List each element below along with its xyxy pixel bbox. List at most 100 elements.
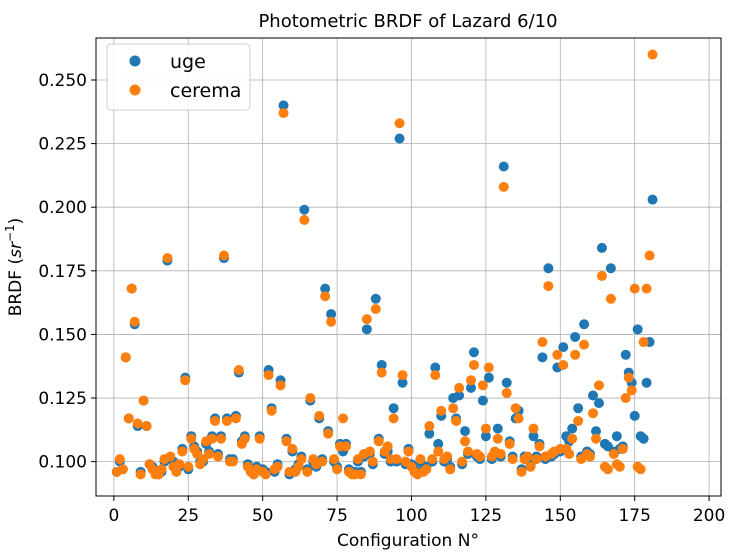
data-point-cerema	[591, 433, 601, 444]
y-tick-label: 0.150	[38, 325, 87, 345]
data-point-cerema	[415, 454, 426, 465]
data-point-cerema	[629, 283, 640, 294]
data-point-uge	[492, 423, 503, 434]
data-point-uge	[320, 283, 331, 294]
x-tick-label: 125	[470, 506, 502, 526]
data-point-cerema	[495, 449, 506, 460]
data-point-uge	[528, 431, 539, 442]
data-point-cerema	[263, 370, 274, 381]
data-point-cerema	[129, 316, 140, 327]
y-tick-label: 0.175	[38, 262, 87, 282]
data-point-cerema	[451, 415, 462, 426]
data-point-cerema	[135, 469, 146, 480]
data-series	[111, 49, 658, 480]
data-point-cerema	[457, 456, 468, 467]
data-point-cerema	[326, 316, 337, 327]
data-point-cerema	[498, 181, 509, 192]
data-point-cerema	[323, 428, 334, 439]
data-point-uge	[641, 377, 652, 388]
data-point-cerema	[296, 454, 307, 465]
data-point-cerema	[531, 454, 542, 465]
data-point-uge	[468, 347, 479, 358]
data-point-cerema	[221, 415, 232, 426]
data-point-uge	[543, 263, 554, 274]
data-point-cerema	[421, 464, 432, 475]
data-point-cerema	[204, 449, 215, 460]
data-point-cerema	[567, 433, 578, 444]
data-point-cerema	[602, 464, 613, 475]
data-point-uge	[397, 377, 408, 388]
data-point-cerema	[564, 449, 575, 460]
data-point-cerema	[626, 385, 637, 396]
legend-label-uge: uge	[170, 51, 206, 73]
data-point-uge	[424, 428, 435, 439]
series-cerema	[111, 49, 658, 480]
data-point-cerema	[608, 449, 619, 460]
data-point-uge	[376, 359, 387, 370]
data-point-cerema	[281, 436, 292, 447]
data-point-cerema	[117, 464, 128, 475]
y-axis-ticks: 0.100 0.125 0.150 0.175 0.200 0.225 0.250	[38, 71, 96, 473]
data-point-uge	[567, 423, 578, 434]
data-point-cerema	[260, 469, 271, 480]
data-point-cerema	[513, 413, 524, 424]
data-point-cerema	[474, 451, 485, 462]
data-point-cerema	[132, 418, 143, 429]
data-point-cerema	[317, 456, 328, 467]
data-point-cerema	[573, 415, 584, 426]
data-point-cerema	[403, 446, 414, 457]
data-point-uge	[501, 377, 512, 388]
data-point-cerema	[272, 461, 283, 472]
data-point-cerema	[558, 359, 569, 370]
data-point-cerema	[174, 459, 185, 470]
data-point-cerema	[156, 464, 167, 475]
data-point-cerema	[510, 403, 521, 414]
data-point-cerema	[266, 405, 277, 416]
data-point-cerema	[454, 382, 465, 393]
data-point-cerema	[239, 433, 250, 444]
data-point-cerema	[534, 441, 545, 452]
data-point-cerema	[177, 446, 188, 457]
data-point-cerema	[341, 441, 351, 452]
data-point-cerema	[635, 464, 646, 475]
data-point-cerema	[305, 393, 316, 404]
data-point-cerema	[230, 413, 241, 424]
data-point-cerema	[361, 314, 372, 325]
data-point-uge	[480, 431, 491, 442]
data-point-cerema	[218, 250, 229, 261]
data-point-cerema	[460, 436, 471, 447]
data-point-uge	[433, 438, 444, 449]
data-point-cerema	[278, 108, 289, 119]
x-tick-label: 100	[395, 506, 427, 526]
data-point-cerema	[293, 461, 304, 472]
data-point-cerema	[287, 443, 298, 454]
y-axis-label-close: )	[6, 218, 26, 225]
data-point-cerema	[186, 433, 197, 444]
data-point-cerema	[448, 403, 459, 414]
data-point-cerema	[216, 433, 226, 444]
y-tick-label: 0.125	[38, 389, 87, 409]
data-point-uge	[591, 426, 601, 437]
x-tick-label: 75	[326, 506, 348, 526]
data-point-cerema	[445, 464, 456, 475]
data-point-cerema	[570, 349, 581, 360]
data-point-cerema	[588, 408, 599, 419]
data-point-uge	[454, 390, 465, 401]
legend-marker-cerema	[129, 84, 141, 96]
data-point-uge	[394, 133, 405, 144]
data-point-uge	[326, 309, 337, 320]
data-point-cerema	[436, 405, 447, 416]
data-point-uge	[388, 403, 399, 414]
data-point-cerema	[275, 380, 286, 391]
data-point-uge	[370, 293, 381, 304]
data-point-cerema	[394, 118, 405, 129]
chart-title: Photometric BRDF of Lazard 6/10	[258, 11, 557, 32]
y-tick-label: 0.250	[38, 71, 87, 91]
data-point-cerema	[596, 270, 607, 281]
x-tick-label: 200	[693, 506, 725, 526]
data-point-uge	[573, 403, 584, 414]
data-point-cerema	[376, 367, 387, 378]
data-point-cerema	[620, 393, 631, 404]
data-point-cerema	[466, 375, 476, 386]
data-point-cerema	[183, 461, 194, 472]
